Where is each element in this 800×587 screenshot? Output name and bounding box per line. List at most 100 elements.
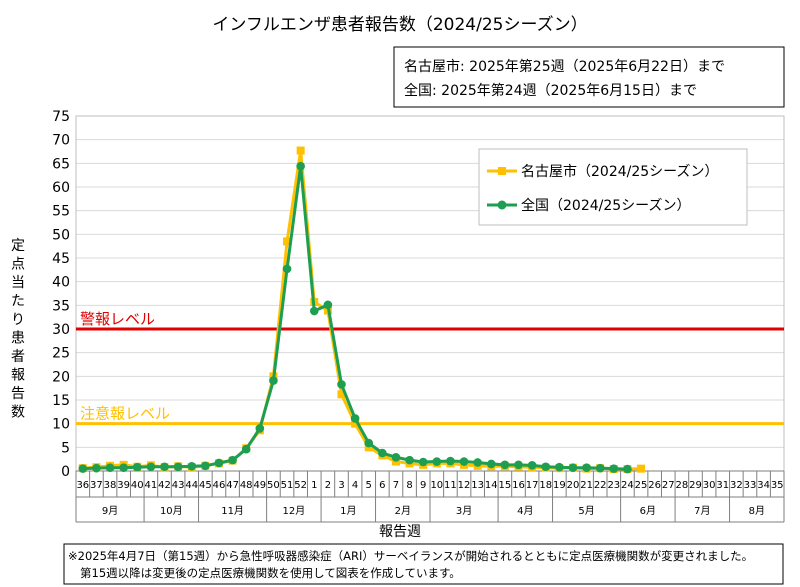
data-point bbox=[132, 462, 142, 472]
y-axis-label-char: 患 bbox=[11, 331, 25, 347]
x-tick-label: 49 bbox=[253, 480, 266, 491]
y-axis-label-char: 数 bbox=[11, 405, 25, 421]
data-point bbox=[241, 444, 251, 454]
x-tick-label: 14 bbox=[485, 480, 498, 491]
y-axis-label-char: り bbox=[11, 312, 25, 328]
month-label: 6月 bbox=[640, 505, 656, 517]
month-label: 1月 bbox=[340, 505, 356, 517]
legend[interactable]: 名古屋市（2024/25シーズン） 全国（2024/25シーズン） bbox=[478, 148, 748, 226]
data-point bbox=[323, 300, 333, 310]
y-tick-label: 0 bbox=[61, 464, 70, 480]
month-label: 10月 bbox=[160, 505, 183, 517]
x-tick-label: 31 bbox=[716, 480, 729, 491]
data-point bbox=[500, 460, 510, 470]
x-tick-label: 19 bbox=[553, 480, 566, 491]
legend-frame bbox=[478, 148, 748, 226]
x-tick-label: 17 bbox=[526, 480, 539, 491]
data-point bbox=[146, 462, 156, 472]
y-tick-label: 5 bbox=[61, 440, 70, 456]
x-tick-label: 1 bbox=[311, 480, 317, 491]
x-tick-label: 24 bbox=[621, 480, 634, 491]
data-point bbox=[269, 376, 278, 385]
x-tick-label: 28 bbox=[676, 480, 689, 491]
data-point bbox=[446, 456, 455, 466]
data-point bbox=[173, 462, 183, 472]
y-tick-label: 50 bbox=[52, 227, 70, 243]
x-tick-label: 50 bbox=[267, 480, 280, 491]
data-point bbox=[228, 455, 237, 465]
month-label: 12月 bbox=[282, 505, 305, 517]
data-point bbox=[541, 462, 551, 472]
x-tick-label: 29 bbox=[689, 480, 702, 491]
y-tick-label: 10 bbox=[52, 417, 70, 433]
data-point bbox=[568, 463, 578, 472]
y-tick-label: 65 bbox=[52, 156, 70, 172]
month-label: 7月 bbox=[694, 505, 710, 517]
x-tick-label: 8 bbox=[406, 480, 412, 491]
y-tick-label: 55 bbox=[52, 204, 70, 220]
data-point bbox=[283, 237, 292, 246]
month-label: 5月 bbox=[578, 505, 594, 517]
data-point bbox=[459, 457, 469, 466]
data-point bbox=[214, 458, 224, 468]
y-tick-label: 75 bbox=[52, 109, 70, 125]
threshold-label: 警報レベル bbox=[80, 310, 155, 328]
data-point bbox=[296, 146, 305, 155]
x-tick-label: 52 bbox=[294, 480, 307, 491]
y-tick-label: 35 bbox=[52, 298, 70, 314]
info-box-line-nagoya: 名古屋市: 2025年第25週（2025年6月22日）まで bbox=[404, 58, 725, 75]
data-point bbox=[595, 463, 605, 473]
x-tick-label: 12 bbox=[458, 480, 471, 491]
x-tick-label: 13 bbox=[471, 480, 484, 491]
x-tick-label: 41 bbox=[145, 480, 158, 491]
x-tick-label: 9 bbox=[420, 480, 426, 491]
data-point bbox=[92, 463, 101, 473]
y-axis-label-char: 告 bbox=[11, 386, 25, 402]
data-point bbox=[296, 161, 305, 171]
x-tick-label: 35 bbox=[771, 480, 784, 491]
y-axis-label-char: 定 bbox=[11, 238, 25, 254]
x-tick-label: 5 bbox=[366, 480, 372, 491]
y-tick-label: 40 bbox=[52, 275, 70, 291]
x-tick-label: 40 bbox=[131, 480, 144, 491]
x-axis: 36 37 38 39 40 41 42 43 44 45 46 47 48 49 50 51 52 1 2 3 4 5 6… bbox=[75, 470, 785, 523]
data-point bbox=[609, 464, 619, 473]
info-box-frame bbox=[393, 46, 785, 108]
x-tick-label: 38 bbox=[104, 480, 117, 491]
x-tick-label: 43 bbox=[172, 480, 185, 491]
data-point bbox=[486, 459, 496, 469]
data-point bbox=[201, 461, 210, 471]
data-point bbox=[623, 464, 632, 474]
footnote-line-1: ※2025年4月7日（第15週）から急性呼吸器感染症（ARI）サーベイランスが開… bbox=[68, 549, 753, 563]
data-point bbox=[582, 463, 591, 472]
x-tick-label: 25 bbox=[635, 480, 648, 491]
x-tick-label: 11 bbox=[444, 480, 457, 491]
x-tick-label: 27 bbox=[662, 480, 675, 491]
x-tick-label: 18 bbox=[539, 480, 552, 491]
x-tick-label: 48 bbox=[240, 480, 253, 491]
month-label: 11月 bbox=[221, 505, 244, 517]
data-point bbox=[378, 448, 387, 458]
data-point bbox=[105, 463, 115, 472]
x-tick-label: 39 bbox=[117, 480, 130, 491]
y-tick-label: 60 bbox=[52, 180, 70, 196]
data-point bbox=[555, 462, 564, 472]
legend-nagoya-marker bbox=[498, 167, 506, 175]
data-point bbox=[337, 380, 346, 389]
data-point bbox=[637, 464, 646, 473]
y-axis-label-char: 当 bbox=[11, 275, 25, 291]
legend-national-marker bbox=[497, 200, 507, 210]
data-point bbox=[418, 457, 428, 467]
x-tick-label: 32 bbox=[730, 480, 743, 491]
data-point bbox=[119, 463, 128, 472]
data-point bbox=[78, 464, 88, 473]
x-tick-label: 10 bbox=[430, 480, 443, 491]
legend-national-label: 全国（2024/25シーズン） bbox=[521, 197, 690, 214]
y-tick-label: 45 bbox=[52, 251, 70, 267]
x-tick-label: 30 bbox=[703, 480, 716, 491]
x-tick-label: 7 bbox=[393, 480, 399, 491]
x-tick-label: 15 bbox=[499, 480, 512, 491]
